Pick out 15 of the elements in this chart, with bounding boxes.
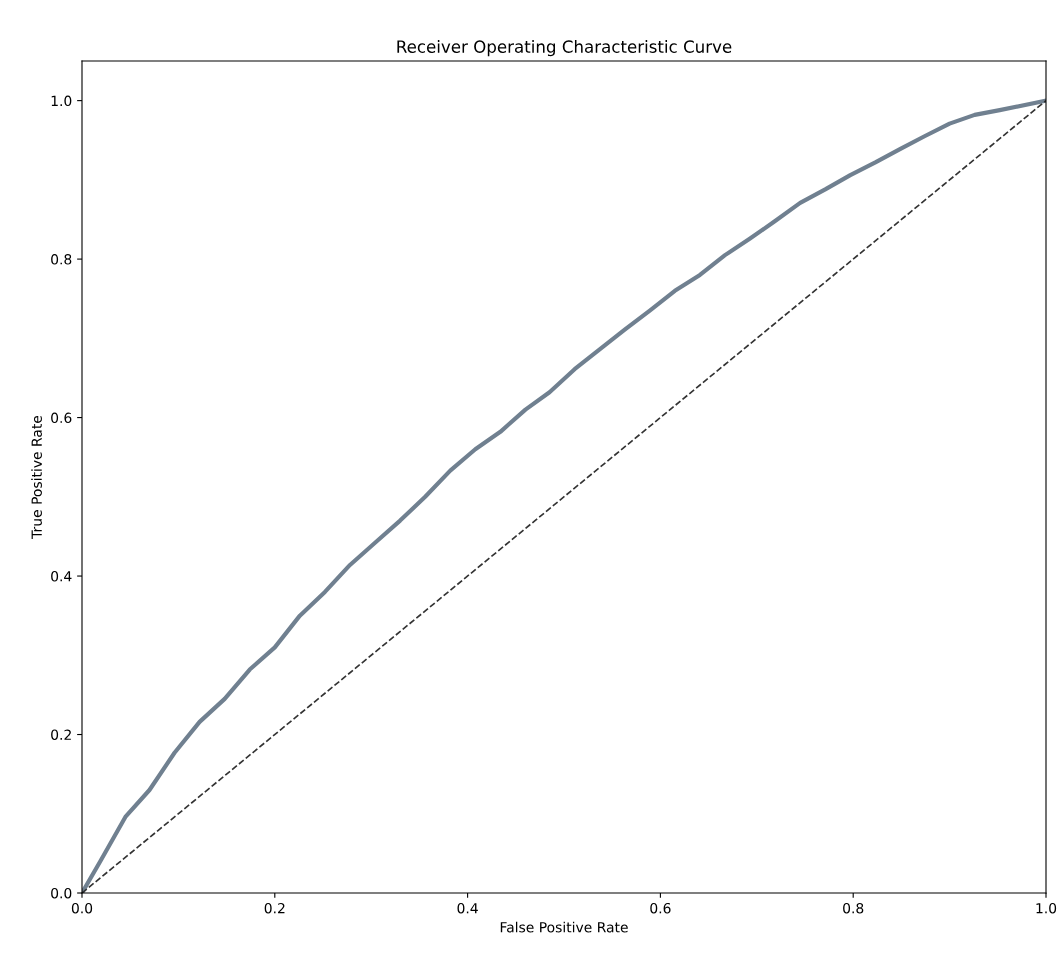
y-tick-label: 1.0 <box>51 95 72 107</box>
x-tick-label: 0.2 <box>264 902 285 914</box>
chart-title: Receiver Operating Characteristic Curve <box>397 40 732 57</box>
y-tick-label: 0.8 <box>51 254 72 265</box>
x-tick-label: 0.8 <box>843 902 864 914</box>
y-tick-label: 0.0 <box>51 887 72 899</box>
x-axis-title: False Positive Rate <box>500 921 628 933</box>
y-tick-label: 0.2 <box>51 729 71 740</box>
y-tick-label: 0.4 <box>51 571 72 582</box>
x-tick-label: 0.6 <box>650 902 671 914</box>
y-tick-label: 0.6 <box>51 412 72 424</box>
x-tick-label: 0.4 <box>457 902 478 914</box>
y-axis-title: True Positive Rate <box>31 415 42 539</box>
x-tick-label: 1.0 <box>1036 902 1057 914</box>
x-tick-label: 0.0 <box>71 902 93 914</box>
